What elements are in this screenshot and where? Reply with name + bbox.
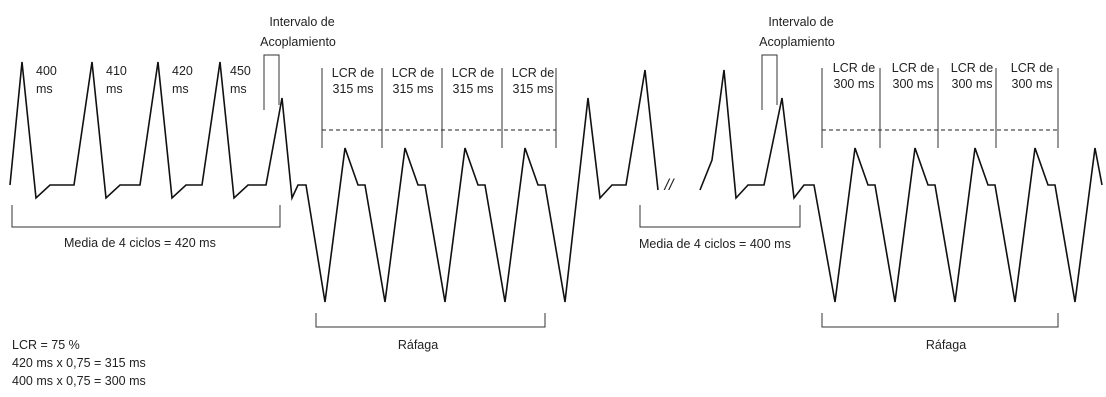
average-label: Media de 4 ciclos = 400 ms: [639, 237, 791, 251]
lcr-label: 300 ms: [952, 77, 993, 91]
coupling-label: Acoplamiento: [759, 35, 835, 49]
break-mark: //: [664, 177, 675, 194]
average-label: Media de 4 ciclos = 420 ms: [64, 236, 216, 250]
interval-label: 410: [106, 64, 127, 78]
lcr-label: LCR de: [392, 66, 434, 80]
lcr-label: 300 ms: [893, 77, 934, 91]
note: 420 ms x 0,75 = 315 ms: [12, 356, 146, 370]
interval-label: ms: [106, 82, 123, 96]
interval-label: ms: [36, 82, 53, 96]
coupling-label: Intervalo de: [269, 15, 334, 29]
interval-label: ms: [172, 82, 189, 96]
coupling-label: Intervalo de: [768, 15, 833, 29]
burst-label: Ráfaga: [926, 338, 966, 352]
note: 400 ms x 0,75 = 300 ms: [12, 374, 146, 388]
lcr-label: LCR de: [892, 61, 934, 75]
lcr-label: 315 ms: [453, 82, 494, 96]
lcr-label: 300 ms: [1012, 77, 1053, 91]
interval-label: 450: [230, 64, 251, 78]
lcr-label: LCR de: [332, 66, 374, 80]
interval-label: 400: [36, 64, 57, 78]
lcr-label: 300 ms: [834, 77, 875, 91]
lcr-label: 315 ms: [513, 82, 554, 96]
lcr-label: LCR de: [512, 66, 554, 80]
interval-label: ms: [230, 82, 247, 96]
lcr-label: LCR de: [833, 61, 875, 75]
lcr-label: LCR de: [1011, 61, 1053, 75]
lcr-label: LCR de: [951, 61, 993, 75]
burst-label: Ráfaga: [398, 338, 438, 352]
waveform-right: [699, 69, 1103, 303]
interval-label: 420: [172, 64, 193, 78]
brackets: [11, 54, 1059, 328]
lcr-label: LCR de: [452, 66, 494, 80]
lcr-label: 315 ms: [333, 82, 374, 96]
waveform-left: [9, 61, 659, 303]
lcr-label: 315 ms: [393, 82, 434, 96]
note: LCR = 75 %: [12, 338, 80, 352]
coupling-label: Acoplamiento: [260, 35, 336, 49]
